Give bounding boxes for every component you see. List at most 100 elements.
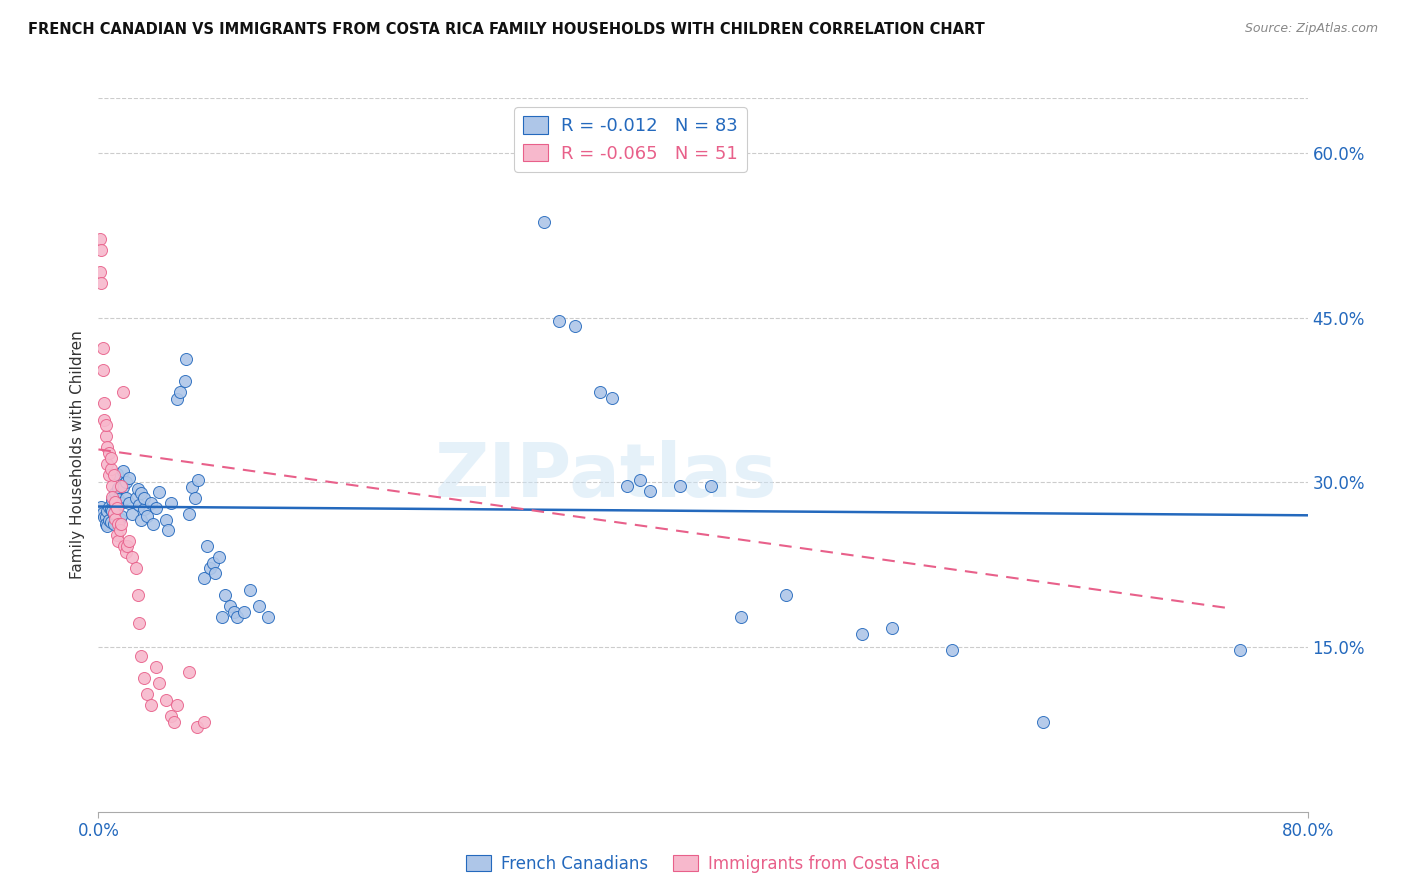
- Point: [107, 481, 129, 495]
- Point: [98, 446, 121, 460]
- Point: [193, 714, 215, 729]
- Point: [179, 507, 201, 521]
- Point: [135, 509, 157, 524]
- Point: [160, 496, 183, 510]
- Point: [127, 482, 149, 496]
- Point: [118, 496, 141, 510]
- Point: [105, 528, 128, 542]
- Point: [148, 676, 170, 690]
- Point: [89, 264, 111, 278]
- Point: [1032, 714, 1054, 729]
- Point: [94, 510, 117, 524]
- Point: [186, 720, 208, 734]
- Point: [156, 523, 179, 537]
- Point: [96, 440, 118, 454]
- Point: [101, 492, 124, 507]
- Point: [89, 232, 111, 246]
- Point: [114, 475, 136, 490]
- Point: [110, 517, 132, 532]
- Point: [125, 561, 148, 575]
- Text: Source: ZipAtlas.com: Source: ZipAtlas.com: [1244, 22, 1378, 36]
- Point: [173, 375, 195, 389]
- Point: [100, 451, 122, 466]
- Point: [90, 500, 112, 514]
- Point: [128, 615, 150, 630]
- Point: [214, 589, 236, 603]
- Point: [107, 517, 129, 532]
- Point: [118, 533, 141, 548]
- Point: [107, 533, 129, 548]
- Point: [1229, 643, 1251, 657]
- Point: [219, 599, 242, 614]
- Legend: French Canadians, Immigrants from Costa Rica: French Canadians, Immigrants from Costa …: [460, 848, 946, 880]
- Point: [148, 485, 170, 500]
- Point: [100, 501, 122, 516]
- Point: [155, 513, 177, 527]
- Point: [96, 504, 118, 518]
- Point: [638, 484, 661, 499]
- Point: [202, 556, 225, 570]
- Point: [101, 478, 124, 492]
- Point: [121, 507, 143, 521]
- Point: [132, 491, 155, 505]
- Point: [103, 517, 125, 532]
- Point: [616, 478, 638, 492]
- Point: [169, 385, 191, 400]
- Point: [110, 478, 132, 492]
- Point: [132, 501, 155, 516]
- Point: [247, 599, 270, 614]
- Point: [115, 539, 138, 553]
- Text: FRENCH CANADIAN VS IMMIGRANTS FROM COSTA RICA FAMILY HOUSEHOLDS WITH CHILDREN CO: FRENCH CANADIAN VS IMMIGRANTS FROM COSTA…: [28, 22, 984, 37]
- Point: [100, 515, 122, 529]
- Point: [880, 621, 903, 635]
- Point: [125, 491, 148, 505]
- Point: [127, 589, 149, 603]
- Point: [851, 627, 873, 641]
- Point: [98, 467, 121, 482]
- Point: [108, 523, 131, 537]
- Point: [141, 496, 163, 510]
- Point: [112, 539, 135, 553]
- Point: [128, 499, 150, 513]
- Point: [208, 549, 231, 564]
- Point: [90, 243, 112, 257]
- Point: [101, 504, 124, 518]
- Point: [91, 363, 114, 377]
- Point: [93, 510, 115, 524]
- Point: [204, 566, 226, 581]
- Point: [101, 490, 124, 504]
- Point: [94, 429, 117, 443]
- Point: [195, 539, 218, 553]
- Point: [200, 561, 222, 575]
- Point: [118, 471, 141, 485]
- Point: [187, 473, 209, 487]
- Point: [98, 500, 121, 514]
- Point: [94, 517, 117, 532]
- Point: [96, 519, 118, 533]
- Point: [256, 610, 278, 624]
- Point: [193, 571, 215, 585]
- Point: [145, 500, 167, 515]
- Point: [104, 511, 127, 525]
- Point: [129, 648, 152, 663]
- Point: [589, 385, 612, 400]
- Point: [121, 549, 143, 564]
- Point: [602, 391, 624, 405]
- Point: [94, 418, 117, 433]
- Point: [132, 671, 155, 685]
- Point: [110, 496, 132, 510]
- Point: [129, 486, 152, 500]
- Point: [163, 714, 186, 729]
- Point: [111, 385, 134, 400]
- Point: [548, 314, 571, 328]
- Point: [103, 506, 125, 520]
- Point: [93, 413, 115, 427]
- Point: [232, 605, 254, 619]
- Point: [179, 665, 201, 680]
- Point: [111, 480, 134, 494]
- Y-axis label: Family Households with Children: Family Households with Children: [70, 331, 86, 579]
- Point: [91, 342, 114, 356]
- Point: [103, 507, 125, 521]
- Point: [775, 589, 797, 603]
- Point: [174, 352, 197, 367]
